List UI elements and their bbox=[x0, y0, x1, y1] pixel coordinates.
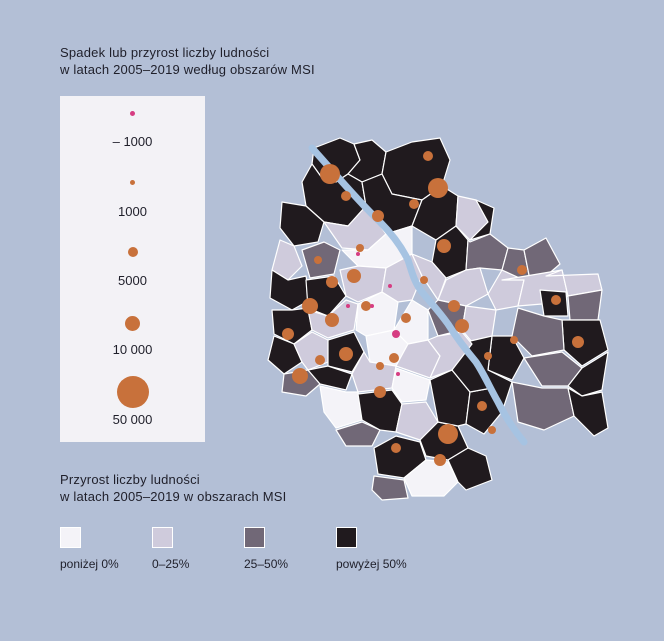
class-legend-title-line2: w latach 2005–2019 w obszarach MSI bbox=[60, 489, 287, 504]
size-legend-title-line2: w latach 2005–2019 według obszarów MSI bbox=[60, 62, 315, 77]
map-area bbox=[371, 475, 409, 501]
growth-dot bbox=[438, 424, 458, 444]
decline-dot bbox=[388, 284, 392, 288]
map-area bbox=[395, 401, 439, 441]
decline-dot bbox=[396, 372, 400, 376]
size-legend-label: 1000 bbox=[118, 204, 147, 219]
growth-dot bbox=[314, 256, 322, 264]
growth-dot bbox=[477, 401, 487, 411]
growth-dot bbox=[455, 319, 469, 333]
map-area bbox=[391, 367, 431, 403]
vistula-river bbox=[308, 144, 528, 446]
growth-dot bbox=[401, 313, 411, 323]
decline-dot bbox=[346, 304, 350, 308]
growth-dot bbox=[409, 199, 419, 209]
color-swatch bbox=[60, 527, 81, 548]
population-change-dots bbox=[282, 151, 584, 466]
growth-dot bbox=[356, 244, 364, 252]
growth-dot bbox=[374, 386, 386, 398]
class-legend-label: 0–25% bbox=[152, 557, 190, 571]
growth-dot bbox=[320, 164, 340, 184]
size-legend-label: – 1000 bbox=[112, 134, 153, 149]
map-area bbox=[267, 335, 303, 375]
growth-dot bbox=[339, 347, 353, 361]
size-legend-label: 10 000 bbox=[112, 342, 153, 357]
map-area bbox=[465, 233, 509, 271]
color-swatch bbox=[152, 527, 173, 548]
class-legend-label: 25–50% bbox=[244, 557, 289, 571]
growth-dot bbox=[551, 295, 561, 305]
growth-dot bbox=[325, 313, 339, 327]
growth-dot-symbol bbox=[117, 376, 149, 408]
growth-dot bbox=[510, 336, 518, 344]
warsaw-msi-map bbox=[267, 137, 609, 501]
growth-dot bbox=[361, 301, 371, 311]
map-area bbox=[307, 365, 353, 391]
map-area bbox=[335, 421, 381, 447]
map-area bbox=[469, 199, 495, 241]
color-swatch bbox=[336, 527, 357, 548]
growth-dot-symbol bbox=[125, 316, 140, 331]
growth-dot bbox=[572, 336, 584, 348]
growth-dot bbox=[484, 352, 492, 360]
map-area bbox=[511, 381, 575, 431]
decline-dot bbox=[370, 304, 374, 308]
growth-dot bbox=[488, 426, 496, 434]
growth-dot bbox=[423, 151, 433, 161]
growth-dot bbox=[420, 276, 428, 284]
size-legend-title-line1: Spadek lub przyrost liczby ludności bbox=[60, 45, 270, 60]
decline-dot bbox=[356, 252, 360, 256]
size-legend-panel: – 1000 1000 5000 10 000 50 000 bbox=[60, 96, 205, 442]
growth-dot bbox=[434, 454, 446, 466]
growth-dot bbox=[347, 269, 361, 283]
map-area bbox=[567, 351, 609, 397]
map-area bbox=[271, 239, 303, 281]
growth-dot bbox=[517, 265, 527, 275]
growth-dot bbox=[391, 443, 401, 453]
growth-dot-symbol bbox=[128, 247, 138, 257]
growth-dot bbox=[341, 191, 351, 201]
map-area bbox=[393, 299, 429, 345]
growth-dot bbox=[428, 178, 448, 198]
growth-dot bbox=[372, 210, 384, 222]
class-legend-label: poniżej 0% bbox=[60, 557, 119, 571]
class-legend-title: Przyrost liczby ludności w latach 2005–2… bbox=[60, 471, 287, 505]
growth-dot bbox=[376, 362, 384, 370]
map-area bbox=[319, 385, 363, 429]
growth-dot bbox=[326, 276, 338, 288]
growth-dot bbox=[437, 239, 451, 253]
growth-dot bbox=[315, 355, 325, 365]
growth-dot bbox=[282, 328, 294, 340]
growth-dot bbox=[389, 353, 399, 363]
map-area bbox=[279, 201, 325, 247]
size-legend-label: 5000 bbox=[118, 273, 147, 288]
growth-dot bbox=[302, 298, 318, 314]
map-area bbox=[461, 305, 497, 343]
class-legend-label: powyżej 50% bbox=[336, 557, 407, 571]
color-swatch bbox=[244, 527, 265, 548]
growth-dot bbox=[292, 368, 308, 384]
decline-dot-symbol bbox=[130, 111, 135, 116]
map-area bbox=[447, 447, 493, 491]
growth-dot-symbol bbox=[130, 180, 135, 185]
size-legend-title: Spadek lub przyrost liczby ludności w la… bbox=[60, 44, 315, 78]
growth-dot bbox=[448, 300, 460, 312]
map-area bbox=[567, 387, 609, 437]
map-area bbox=[567, 289, 603, 321]
decline-dot bbox=[392, 330, 400, 338]
size-legend-label: 50 000 bbox=[112, 412, 153, 427]
class-legend-title-line1: Przyrost liczby ludności bbox=[60, 472, 200, 487]
